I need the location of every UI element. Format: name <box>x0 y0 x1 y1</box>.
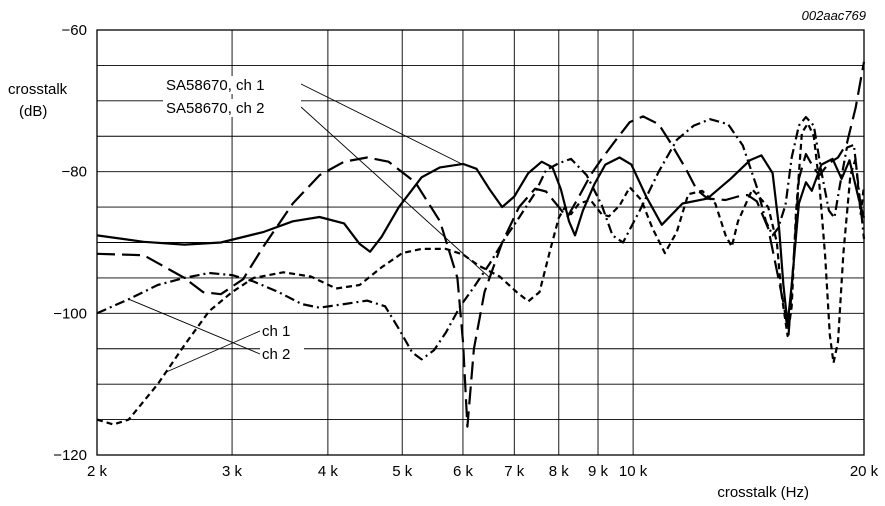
axis-ticks: 2 k 3 k 4 k 5 k 6 k 7 k 8 k 9 k 10 k 20 k −60 −80 −1… <box>53 22 878 480</box>
x-tick-label: 2 k <box>87 463 108 480</box>
x-tick-label: 7 k <box>504 463 525 480</box>
chart-series <box>96 61 866 428</box>
annotation-leaders <box>128 83 490 373</box>
y-axis-label-line-1: crosstalk <box>8 81 68 98</box>
x-tick-label: 4 k <box>318 463 339 480</box>
y-tick-label: −100 <box>53 305 87 322</box>
y-tick-label: −120 <box>53 447 87 464</box>
chart-text: 002aac769 crosstalk (dB) crosstalk (Hz) … <box>8 8 866 501</box>
x-tick-label: 6 k <box>453 463 474 480</box>
leader-line <box>300 83 463 165</box>
leader-line <box>128 298 261 355</box>
annotation-sa58670-ch1: SA58670, ch 1 <box>166 77 264 94</box>
leader-line <box>300 106 490 278</box>
x-tick-label: 8 k <box>549 463 570 480</box>
y-axis-label-line-2: (dB) <box>19 103 47 120</box>
y-tick-label: −60 <box>62 22 87 39</box>
x-tick-label: 20 k <box>850 463 879 480</box>
x-tick-label: 3 k <box>222 463 243 480</box>
leader-line <box>165 330 261 373</box>
annotation-sa58670-ch2: SA58670, ch 2 <box>166 100 264 117</box>
series-line-3 <box>96 122 866 426</box>
annotation-ch2: ch 2 <box>262 346 290 363</box>
x-tick-label: 10 k <box>619 463 648 480</box>
annotation-ch1: ch 1 <box>262 323 290 340</box>
series-line-4 <box>96 116 866 361</box>
x-tick-label: 9 k <box>588 463 609 480</box>
x-tick-label: 5 k <box>392 463 413 480</box>
x-axis-label: crosstalk (Hz) <box>717 484 809 501</box>
plot-frame <box>96 29 865 456</box>
y-tick-label: −80 <box>62 164 87 181</box>
figure-code: 002aac769 <box>802 8 866 23</box>
